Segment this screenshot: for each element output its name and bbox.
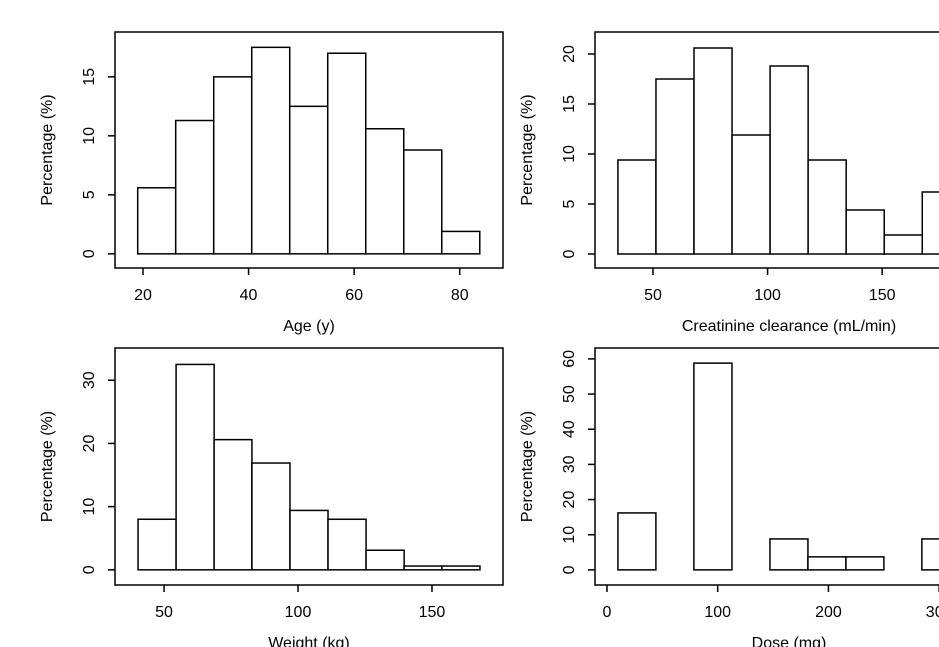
bar bbox=[845, 209, 885, 255]
y-tick-label: 5 bbox=[81, 190, 98, 199]
x-axis-label: Dose (mg) bbox=[752, 635, 827, 647]
bar bbox=[731, 134, 771, 255]
bar bbox=[175, 363, 215, 571]
y-tick-label: 10 bbox=[561, 145, 578, 163]
bar bbox=[251, 462, 291, 571]
x-axis-label: Weight (kg) bbox=[268, 635, 350, 647]
bar bbox=[921, 191, 939, 255]
bar bbox=[441, 230, 481, 255]
bar bbox=[137, 518, 177, 571]
x-tick-label: 100 bbox=[704, 604, 731, 621]
y-axis-label: Percentage (%) bbox=[519, 411, 536, 522]
bar bbox=[174, 119, 215, 255]
bar bbox=[617, 159, 657, 255]
y-axis-label: Percentage (%) bbox=[39, 94, 56, 205]
y-axis-label: Percentage (%) bbox=[519, 94, 536, 205]
bar bbox=[212, 76, 253, 255]
bar bbox=[693, 47, 733, 255]
bar bbox=[403, 149, 443, 255]
bar bbox=[365, 549, 405, 571]
y-tick-label: 30 bbox=[561, 455, 578, 473]
bar bbox=[883, 234, 924, 255]
plot-frame bbox=[594, 31, 939, 269]
bar bbox=[213, 438, 253, 571]
bar bbox=[403, 565, 443, 571]
y-tick-label: 10 bbox=[81, 127, 98, 145]
x-axis-label: Age (y) bbox=[283, 318, 335, 335]
bar bbox=[693, 362, 733, 571]
bar bbox=[364, 128, 405, 255]
y-tick-label: 10 bbox=[81, 498, 98, 516]
y-tick-label: 20 bbox=[561, 491, 578, 509]
x-tick-label: 50 bbox=[644, 287, 662, 304]
x-tick-label: 200 bbox=[815, 604, 842, 621]
bar bbox=[441, 565, 481, 571]
y-tick-label: 20 bbox=[561, 45, 578, 63]
y-tick-label: 0 bbox=[561, 565, 578, 574]
bar bbox=[655, 78, 695, 255]
x-tick-label: 300 bbox=[926, 604, 939, 621]
bar bbox=[288, 105, 329, 255]
x-tick-label: 20 bbox=[134, 287, 152, 304]
y-tick-label: 5 bbox=[561, 199, 578, 208]
y-tick-label: 40 bbox=[561, 420, 578, 438]
y-tick-label: 10 bbox=[561, 526, 578, 544]
bar bbox=[807, 159, 847, 255]
y-tick-label: 30 bbox=[81, 371, 98, 389]
x-tick-label: 0 bbox=[603, 604, 612, 621]
bar bbox=[769, 65, 809, 255]
y-tick-label: 50 bbox=[561, 385, 578, 403]
x-tick-label: 40 bbox=[240, 287, 258, 304]
bar bbox=[289, 509, 329, 571]
plot-frame bbox=[114, 347, 504, 586]
plot-frame bbox=[594, 347, 939, 586]
bar bbox=[921, 538, 939, 571]
y-tick-label: 0 bbox=[561, 249, 578, 258]
x-tick-label: 100 bbox=[285, 604, 312, 621]
y-tick-label: 15 bbox=[81, 68, 98, 86]
x-tick-label: 60 bbox=[345, 287, 363, 304]
bar bbox=[326, 52, 367, 255]
x-tick-label: 150 bbox=[419, 604, 446, 621]
y-tick-label: 60 bbox=[561, 350, 578, 368]
bar bbox=[617, 512, 657, 571]
x-tick-label: 150 bbox=[869, 287, 896, 304]
x-tick-label: 100 bbox=[754, 287, 781, 304]
bar bbox=[250, 46, 291, 255]
y-tick-label: 0 bbox=[81, 249, 98, 258]
bar bbox=[327, 518, 367, 571]
x-tick-label: 80 bbox=[451, 287, 469, 304]
x-axis-label: Creatinine clearance (mL/min) bbox=[682, 318, 896, 335]
bar bbox=[136, 187, 177, 255]
x-tick-label: 50 bbox=[155, 604, 173, 621]
y-tick-label: 0 bbox=[81, 565, 98, 574]
bar bbox=[769, 538, 809, 571]
y-tick-label: 15 bbox=[561, 95, 578, 113]
y-tick-label: 20 bbox=[81, 434, 98, 452]
y-axis-label: Percentage (%) bbox=[39, 411, 56, 522]
bar bbox=[845, 556, 885, 571]
plot-frame bbox=[114, 31, 504, 269]
bar bbox=[807, 556, 847, 571]
